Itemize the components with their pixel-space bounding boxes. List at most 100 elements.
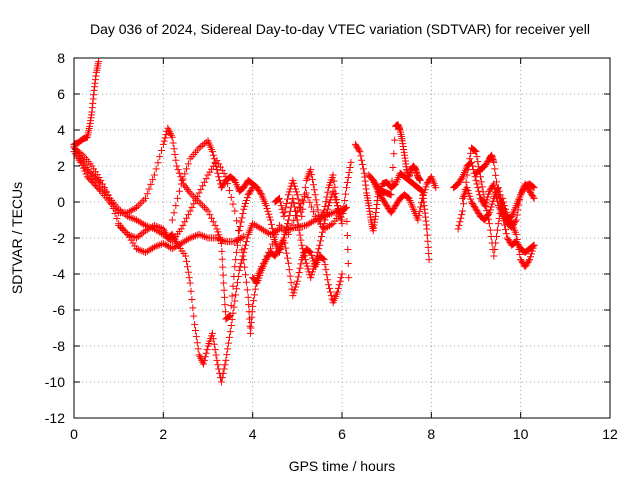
data-point-plus xyxy=(131,242,139,250)
data-point-plus xyxy=(226,328,234,336)
data-point-plus xyxy=(195,351,203,359)
data-point-plus xyxy=(181,237,189,245)
data-point-plus xyxy=(478,197,486,205)
data-point-plus xyxy=(341,197,349,205)
data-point-plus xyxy=(334,284,342,292)
data-point-plus xyxy=(159,225,167,233)
data-point-plus xyxy=(471,204,479,212)
data-point-plus xyxy=(247,186,255,194)
data-point-plus xyxy=(293,216,301,224)
data-point-plus xyxy=(164,124,172,132)
data-point-plus xyxy=(282,244,290,252)
data-point-plus xyxy=(514,206,522,214)
data-point-plus xyxy=(476,191,484,199)
data-point-plus xyxy=(309,176,317,184)
data-point-plus xyxy=(170,244,178,252)
data-point-plus xyxy=(475,210,483,218)
data-point-plus xyxy=(480,200,488,208)
data-point-plus xyxy=(169,139,177,147)
data-point-plus xyxy=(90,165,98,173)
data-point-plus xyxy=(337,274,345,282)
data-point-plus xyxy=(338,270,346,278)
data-point-plus xyxy=(294,273,302,281)
data-point-plus xyxy=(200,203,208,211)
x-tick-label: 10 xyxy=(513,426,529,442)
data-point-plus xyxy=(154,242,162,250)
data-point-plus xyxy=(425,256,433,264)
data-point-plus xyxy=(298,241,306,249)
data-point-plus xyxy=(174,166,182,174)
data-point-plus xyxy=(159,140,167,148)
data-point-plus xyxy=(183,236,191,244)
data-point-plus xyxy=(129,215,137,223)
data-point-plus xyxy=(242,271,250,279)
data-point-plus xyxy=(191,196,199,204)
data-point-plus xyxy=(242,199,250,207)
data-point-plus xyxy=(319,224,327,232)
data-point-plus xyxy=(141,194,149,202)
data-point-plus xyxy=(455,221,463,229)
data-point-plus xyxy=(217,378,225,386)
data-point-plus xyxy=(222,356,230,364)
data-point-plus xyxy=(138,198,146,206)
data-point-plus xyxy=(518,257,526,265)
data-point-plus xyxy=(458,211,466,219)
data-point-plus xyxy=(188,203,196,211)
data-point-plus xyxy=(243,194,251,202)
data-point-plus xyxy=(133,245,141,253)
data-point-plus xyxy=(125,233,133,241)
data-point-plus xyxy=(221,301,229,309)
data-point-plus xyxy=(324,188,332,196)
data-point-plus xyxy=(116,207,124,215)
data-point-plus xyxy=(326,288,334,296)
data-point-plus xyxy=(277,202,285,210)
data-point-plus xyxy=(391,203,399,211)
data-point-plus xyxy=(265,210,273,218)
data-point-plus xyxy=(166,130,174,138)
data-point-plus xyxy=(95,179,103,187)
data-point-plus xyxy=(327,210,335,218)
data-point-plus xyxy=(289,292,297,300)
data-point-plus xyxy=(273,249,281,257)
data-point-plus xyxy=(511,217,519,225)
data-point-plus xyxy=(290,179,298,187)
data-point-plus xyxy=(309,181,317,189)
data-point-plus xyxy=(238,233,246,241)
data-point-plus xyxy=(490,252,498,260)
data-point-plus xyxy=(243,286,251,294)
data-point-plus xyxy=(308,218,316,226)
data-point-plus xyxy=(317,237,325,245)
data-point-plus xyxy=(267,216,275,224)
data-point-plus xyxy=(468,199,476,207)
data-point-plus xyxy=(323,193,331,201)
data-point-plus xyxy=(508,223,516,231)
data-point-plus xyxy=(210,155,218,163)
data-point-plus xyxy=(494,184,502,192)
data-point-plus xyxy=(302,189,310,197)
data-point-plus xyxy=(306,198,314,206)
data-point-plus xyxy=(183,165,191,173)
data-point-plus xyxy=(134,246,142,254)
data-point-plus xyxy=(481,162,489,170)
data-point-plus xyxy=(208,214,216,222)
data-point-plus xyxy=(424,243,432,251)
data-point-plus xyxy=(171,150,179,158)
data-point-plus xyxy=(251,285,259,293)
data-point-plus xyxy=(214,228,222,236)
data-point-plus xyxy=(473,153,481,161)
data-point-plus xyxy=(286,272,294,280)
data-point-plus xyxy=(127,236,135,244)
data-point-plus xyxy=(390,204,398,212)
data-point-plus xyxy=(512,216,520,224)
data-point-plus xyxy=(177,180,185,188)
data-point-plus xyxy=(274,226,282,234)
data-point-plus xyxy=(490,180,498,188)
data-point-plus xyxy=(336,277,344,285)
data-point-plus xyxy=(516,196,524,204)
data-point-plus xyxy=(484,212,492,220)
data-point-plus xyxy=(195,144,203,152)
data-point-plus xyxy=(269,229,277,237)
data-point-plus xyxy=(292,207,300,215)
data-point-plus xyxy=(192,333,200,341)
data-point-plus xyxy=(317,233,325,241)
